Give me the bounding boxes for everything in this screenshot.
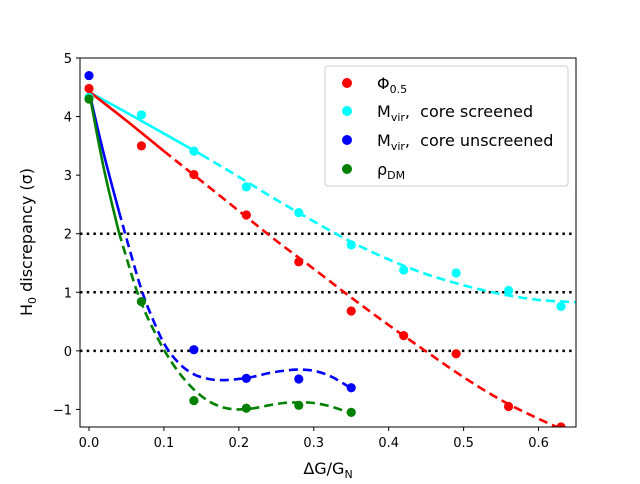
data-point: [399, 265, 409, 275]
legend-entry-rho-dm: ρDM: [342, 160, 405, 182]
y-axis-label-post: discrepancy (σ): [17, 168, 36, 297]
legend-label-rho-dm: ρDM: [377, 160, 405, 182]
legend-box: [324, 65, 569, 187]
legend-entry-mvir-screened: Mvir, core screened: [342, 102, 533, 124]
legend-label-mvir-unscreened-post: , core unscreened: [405, 131, 553, 150]
legend-entry-mvir-unscreened: Mvir, core unscreened: [342, 131, 553, 153]
y-tick-label: 5: [64, 52, 72, 67]
legend-label-mvir-screened: Mvir, core screened: [377, 102, 533, 124]
y-tick-label: 3: [64, 169, 72, 184]
data-point: [451, 268, 461, 278]
fit-curve-solid: [88, 90, 165, 153]
data-point: [136, 110, 147, 120]
legend-label-phi: Φ0.5: [377, 74, 407, 96]
data-point: [136, 141, 147, 151]
x-tick-label: 0.4: [378, 436, 399, 451]
y-axis-label: H0 discrepancy (σ): [17, 168, 39, 316]
legend-label-mvir-unscreened-main: M: [377, 131, 391, 150]
x-tick-label: 0.6: [528, 436, 549, 451]
legend-label-phi-sub: 0.5: [390, 83, 408, 96]
fit-curves: [87, 90, 576, 427]
data-point: [346, 407, 356, 417]
fit-curve-solid: [88, 90, 203, 156]
data-point: [399, 331, 409, 341]
x-axis-label-main: ΔG/G: [303, 459, 344, 478]
legend-label-rho-dm-sub: DM: [387, 169, 405, 182]
y-tick-label: −1: [53, 403, 72, 418]
x-tick-label: 0.3: [303, 436, 324, 451]
legend-label-mvir-screened-sub: vir: [391, 111, 406, 124]
reference-lines: [80, 232, 576, 353]
data-point: [84, 70, 94, 81]
data-point: [346, 240, 356, 250]
data-point: [346, 383, 356, 393]
data-point: [241, 403, 251, 413]
x-axis-label: ΔG/GN: [303, 459, 352, 480]
x-tick-label: 0.5: [453, 436, 474, 451]
data-point: [556, 301, 566, 311]
data-point: [294, 400, 304, 410]
legend-marker-mvir-unscreened: [342, 135, 352, 145]
y-tick-label: 2: [64, 228, 72, 243]
data-point: [503, 285, 514, 296]
legend-label-mvir-screened-post: , core screened: [405, 102, 533, 121]
plot-frame: [79, 57, 577, 428]
legend-entry-phi: Φ0.5: [342, 74, 407, 96]
legend-marker-phi: [342, 78, 352, 88]
data-point: [84, 83, 94, 94]
data-point: [294, 374, 304, 384]
data-point: [294, 257, 304, 267]
y-tick-label: 0: [64, 345, 72, 360]
data-point: [294, 208, 304, 218]
data-point: [241, 373, 251, 383]
fit-curve-solid: [87, 91, 121, 233]
data-points: [84, 70, 566, 427]
y-axis-label-pre: H: [17, 304, 36, 316]
fit-curve-dashed: [163, 150, 561, 427]
legend: Φ0.5 Mvir, core screened Mvir, core unsc…: [324, 65, 569, 187]
fit-curve-dashed: [200, 153, 576, 304]
legend-marker-rho-dm: [342, 164, 352, 174]
data-point: [241, 210, 251, 220]
data-point: [136, 297, 147, 307]
x-tick-label: 0.0: [79, 436, 100, 451]
data-point: [84, 94, 94, 104]
legend-label-mvir-unscreened-sub: vir: [391, 140, 406, 153]
data-point: [556, 422, 566, 427]
x-tick-label: 0.1: [154, 436, 175, 451]
y-axis-label-sub: 0: [26, 297, 39, 304]
legend-label-phi-main: Φ: [377, 74, 390, 93]
x-tick-label: 0.2: [228, 436, 249, 451]
x-axis-ticks: 0.0 0.1 0.2 0.3 0.4 0.5 0.6: [79, 427, 549, 451]
data-point: [451, 349, 461, 359]
data-point: [189, 169, 199, 180]
legend-label-rho-dm-main: ρ: [377, 160, 387, 179]
data-point: [503, 401, 514, 412]
x-axis-label-sub: N: [344, 468, 352, 480]
legend-marker-mvir-screened: [342, 106, 352, 116]
fit-curve-dashed: [117, 211, 352, 390]
data-point: [189, 396, 199, 406]
data-point: [241, 182, 251, 192]
y-axis-ticks: −1 0 1 2 3 4 5: [53, 52, 80, 418]
legend-label-mvir-unscreened: Mvir, core unscreened: [377, 131, 553, 153]
data-point: [346, 306, 356, 316]
data-point: [189, 146, 199, 156]
y-tick-label: 1: [64, 286, 72, 301]
legend-label-mvir-screened-main: M: [377, 102, 391, 121]
y-tick-label: 4: [64, 111, 72, 126]
data-point: [189, 345, 199, 355]
fit-curve-dashed: [117, 232, 352, 415]
